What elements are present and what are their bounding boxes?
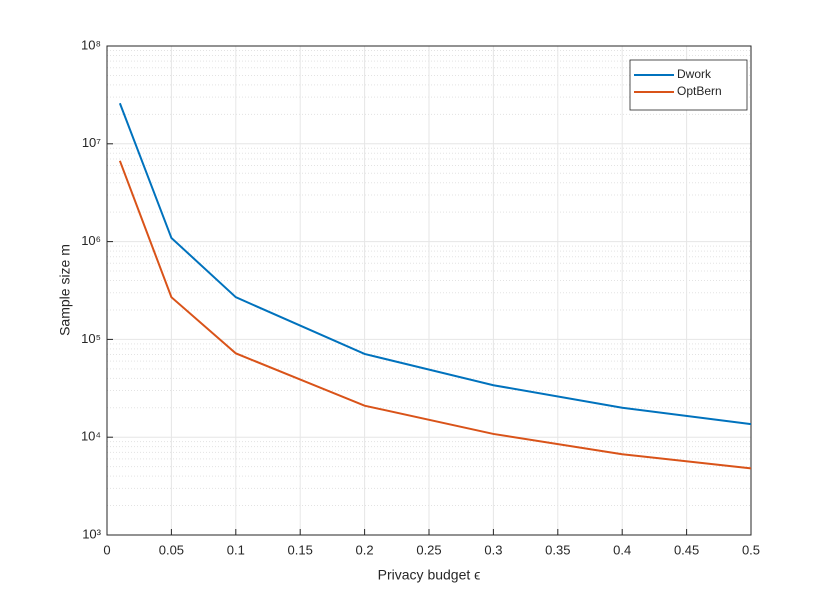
legend-label: Dwork	[677, 67, 712, 81]
y-tick-label: 10⁸	[81, 37, 101, 52]
x-tick-label: 0.3	[484, 542, 502, 557]
y-tick-label: 10⁵	[81, 331, 101, 346]
x-tick-label: 0.35	[545, 542, 570, 557]
y-tick-label: 10³	[82, 526, 101, 541]
legend: Dwork OptBern	[629, 59, 748, 111]
x-axis-label: Privacy budget ϵ	[378, 567, 481, 583]
y-tick-label: 10⁶	[81, 233, 101, 248]
x-tick-label: 0.15	[288, 542, 313, 557]
data-line	[118, 102, 752, 426]
x-tick-label: 0.05	[159, 542, 184, 557]
legend-label: OptBern	[677, 84, 722, 98]
x-tick-label: 0.25	[416, 542, 441, 557]
x-tick-label: 0	[103, 542, 110, 557]
legend-box	[629, 59, 748, 111]
x-tick-label: 0.1	[227, 542, 245, 557]
plot-frame	[106, 45, 752, 536]
y-tick-label: 10⁴	[81, 429, 101, 444]
y-axis-label: Sample size m	[57, 244, 73, 336]
x-tick-label: 0.4	[613, 542, 631, 557]
x-tick-label: 0.2	[356, 542, 374, 557]
x-tick-label: 0.45	[674, 542, 699, 557]
data-line	[118, 160, 752, 470]
x-tick-label: 0.5	[742, 542, 760, 557]
y-tick-label: 10⁷	[82, 135, 101, 150]
